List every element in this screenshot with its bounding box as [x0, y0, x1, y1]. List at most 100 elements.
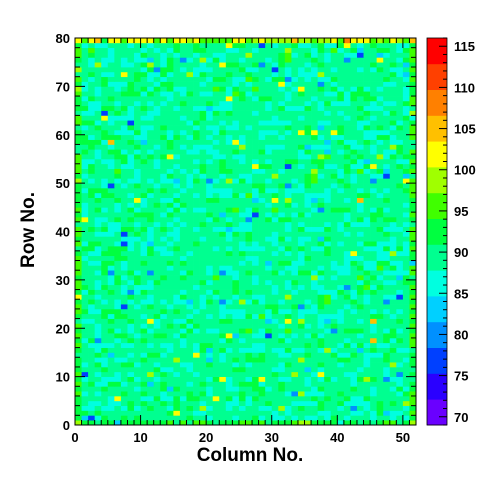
heatmap-cell: [376, 144, 384, 150]
heatmap-cell: [179, 52, 187, 58]
heatmap-cell: [88, 275, 96, 281]
heatmap-cell: [153, 250, 161, 257]
heatmap-cell: [173, 279, 181, 286]
heatmap-cell: [206, 173, 214, 179]
heatmap-cell: [376, 207, 384, 213]
heatmap-cell: [160, 125, 168, 131]
heatmap-cell: [291, 62, 299, 68]
heatmap-cell: [219, 386, 227, 392]
heatmap-cell: [324, 275, 332, 281]
heatmap-cell: [147, 289, 155, 295]
heatmap-cell: [297, 318, 305, 324]
heatmap-cell: [317, 270, 325, 276]
heatmap-cell: [193, 318, 200, 324]
heatmap-cell: [153, 158, 161, 165]
heatmap-cell: [278, 125, 286, 131]
heatmap-cell: [225, 221, 233, 228]
heatmap-cell: [153, 265, 161, 271]
heatmap-cell: [343, 67, 351, 73]
heatmap-cell: [212, 270, 220, 276]
heatmap-cell: [376, 323, 384, 329]
heatmap-cell: [107, 246, 115, 252]
heatmap-cell: [140, 187, 148, 194]
heatmap-cell: [330, 168, 338, 174]
heatmap-cell: [193, 38, 200, 44]
heatmap-cell: [81, 366, 89, 373]
heatmap-cell: [396, 294, 404, 300]
heatmap-cell: [252, 318, 259, 324]
heatmap-cell: [396, 207, 404, 213]
heatmap-cell: [258, 47, 266, 53]
heatmap-cell: [206, 337, 214, 344]
heatmap-cell: [107, 71, 115, 78]
heatmap-cell: [330, 221, 338, 228]
heatmap-cell: [140, 144, 148, 150]
heatmap-cell: [271, 231, 279, 237]
heatmap-cell: [173, 362, 181, 368]
heatmap-cell: [245, 318, 253, 324]
heatmap-cell: [252, 260, 259, 266]
heatmap-cell: [127, 115, 135, 121]
heatmap-cell: [88, 62, 96, 68]
heatmap-cell: [350, 415, 358, 421]
heatmap-cell: [120, 105, 128, 111]
heatmap-cell: [265, 57, 273, 63]
heatmap-cell: [75, 187, 82, 194]
heatmap-cell: [232, 410, 240, 416]
heatmap-cell: [278, 197, 286, 203]
heatmap-cell: [238, 168, 246, 174]
heatmap-cell: [225, 139, 233, 145]
heatmap-cell: [284, 347, 292, 353]
heatmap-cell: [212, 342, 220, 348]
heatmap-cell: [330, 163, 338, 169]
heatmap-cell: [324, 366, 332, 373]
heatmap-cell: [376, 120, 384, 126]
heatmap-cell: [166, 71, 174, 78]
heatmap-cell: [81, 333, 89, 339]
heatmap-cell: [238, 391, 246, 397]
heatmap-cell: [317, 376, 325, 382]
heatmap-cell: [134, 255, 141, 261]
heatmap-cell: [179, 371, 187, 377]
heatmap-cell: [225, 313, 233, 319]
heatmap-cell: [258, 57, 266, 63]
heatmap-cell: [317, 163, 325, 169]
heatmap-cell: [402, 168, 410, 174]
heatmap-cell: [88, 139, 96, 145]
heatmap-cell: [120, 47, 128, 53]
heatmap-cell: [284, 57, 292, 63]
heatmap-cell: [337, 333, 345, 339]
heatmap-cell: [206, 357, 214, 363]
heatmap-cell: [127, 260, 135, 266]
heatmap-cell: [245, 115, 253, 121]
heatmap-cell: [127, 52, 135, 58]
heatmap-cell: [297, 158, 305, 165]
heatmap-cell: [297, 294, 305, 300]
heatmap-cell: [258, 328, 266, 334]
heatmap-cell: [193, 342, 200, 348]
heatmap-cell: [107, 134, 115, 140]
heatmap-cell: [232, 279, 240, 286]
heatmap-cell: [173, 294, 181, 300]
heatmap-cell: [166, 139, 174, 145]
heatmap-cell: [383, 216, 391, 223]
heatmap-cell: [330, 294, 338, 300]
heatmap-cell: [153, 299, 161, 305]
heatmap-cell: [389, 328, 397, 334]
heatmap-cell: [75, 221, 82, 228]
heatmap-cell: [193, 333, 200, 339]
heatmap-cell: [75, 391, 82, 397]
heatmap-cell: [396, 47, 404, 53]
heatmap-cell: [160, 187, 168, 194]
heatmap-cell: [324, 47, 332, 53]
heatmap-cell: [284, 284, 292, 290]
heatmap-cell: [311, 241, 318, 247]
heatmap-cell: [245, 139, 253, 145]
heatmap-cell: [278, 144, 286, 150]
heatmap-cell: [330, 376, 338, 382]
heatmap-cell: [94, 178, 102, 184]
heatmap-cell: [258, 333, 266, 339]
heatmap-cell: [134, 391, 141, 397]
heatmap-cell: [330, 57, 338, 63]
heatmap-cell: [147, 197, 155, 203]
